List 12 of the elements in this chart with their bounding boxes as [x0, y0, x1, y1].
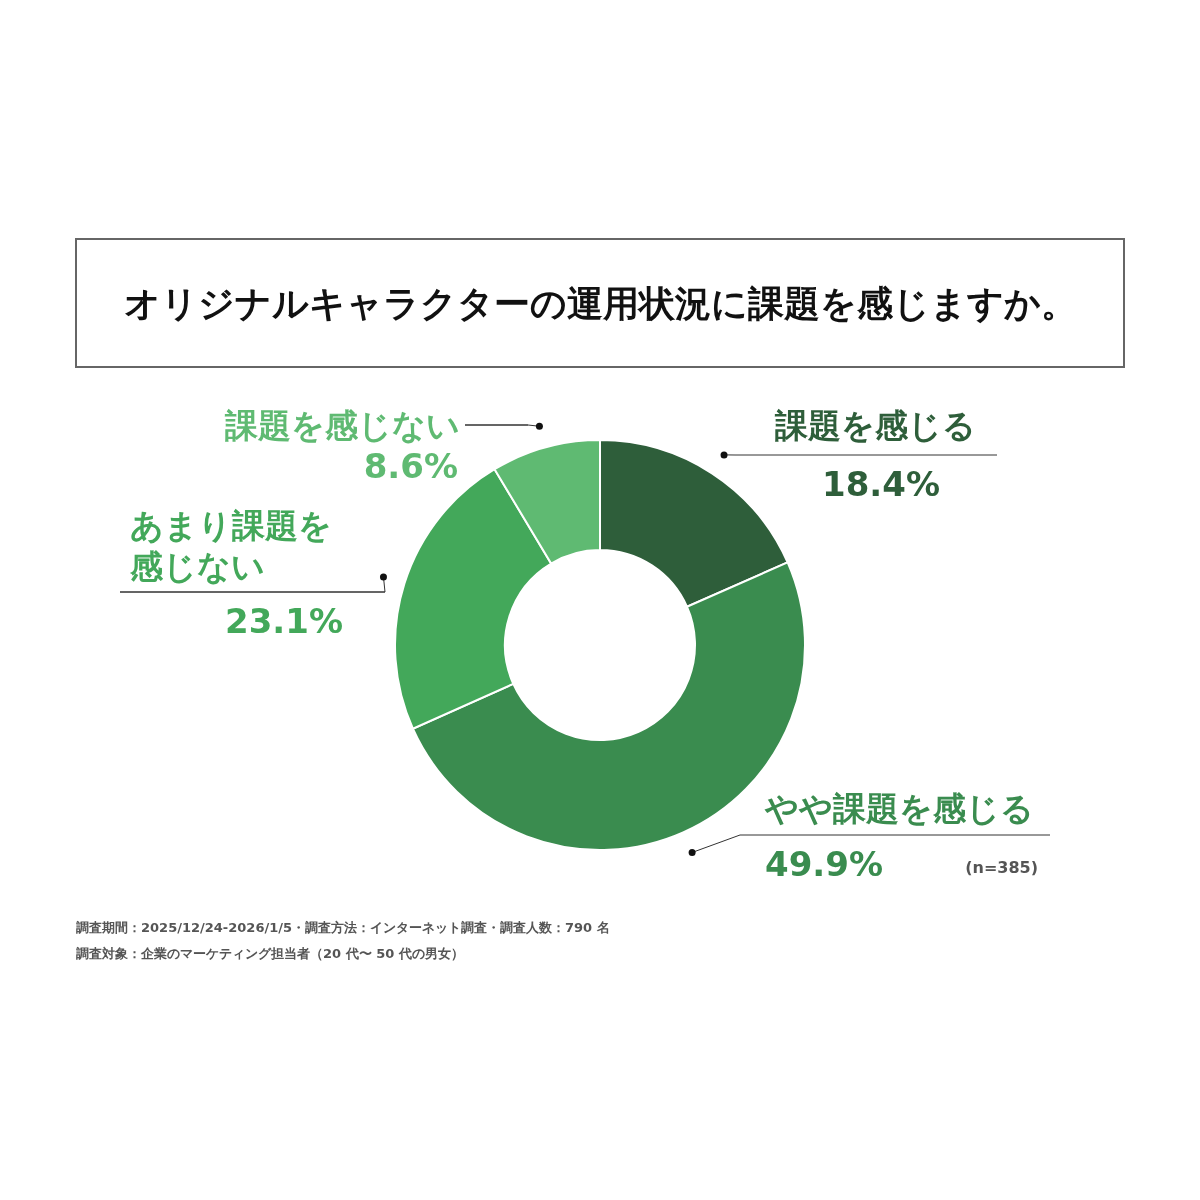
- slice-label: あまり課題を感じない: [130, 505, 333, 588]
- data-label: 18.4%: [822, 463, 940, 506]
- slice-label: 課題を感じる: [775, 405, 977, 447]
- data-label: 49.9%: [765, 843, 883, 886]
- text: 調査期間：2025/12/24-2026/1/5・調査方法：インターネット調査・調査人数：790 名: [76, 920, 610, 937]
- data-label: 8.6%: [363, 445, 458, 488]
- data-label: 23.1%: [225, 600, 343, 643]
- text: 調査対象：企業のマーケティング担当者（20 代〜 50 代の男女）: [76, 946, 464, 963]
- chart-title: オリジナルキャラクターの運用状況に課題を感じますか。: [76, 239, 1124, 367]
- text: (n=385): [965, 858, 1038, 878]
- slice-label: 課題を感じない: [224, 405, 460, 447]
- slice-label: やや課題を感じる: [765, 788, 1035, 830]
